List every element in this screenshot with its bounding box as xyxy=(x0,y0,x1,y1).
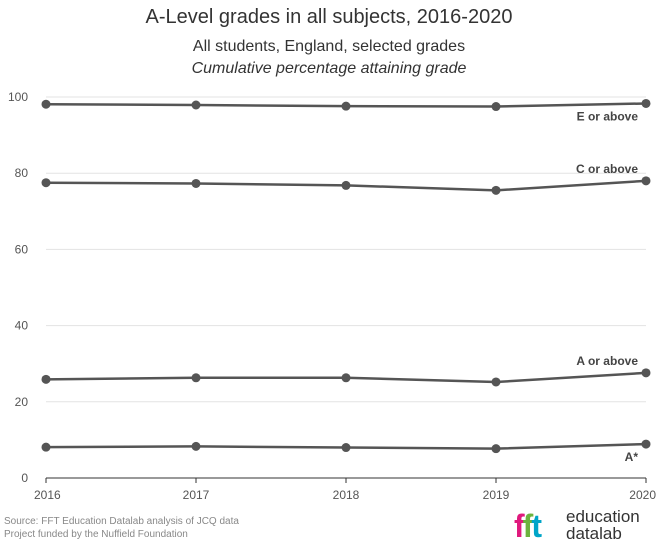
y-tick-label: 100 xyxy=(8,90,28,104)
chart-subtitle: All students, England, selected grades xyxy=(192,38,466,55)
data-point xyxy=(191,441,201,451)
y-tick-label: 80 xyxy=(15,166,29,180)
data-point xyxy=(641,98,651,108)
data-point xyxy=(491,377,501,387)
data-point xyxy=(341,101,351,111)
x-tick-label: 2018 xyxy=(333,488,360,502)
data-point xyxy=(491,102,501,112)
x-tick-label: 2020 xyxy=(629,488,656,502)
line-chart: 0 20 40 60 80 100 2016 2017 2018 2019 2020 E or abo… xyxy=(8,90,656,502)
logo-text: education datalab xyxy=(566,508,640,542)
series-label: A or above xyxy=(576,354,638,368)
data-point xyxy=(641,439,651,449)
y-tick-label: 40 xyxy=(15,319,29,333)
data-point xyxy=(191,373,201,383)
data-point xyxy=(41,374,51,384)
series-label: C or above xyxy=(576,162,638,176)
data-point xyxy=(341,443,351,453)
data-point xyxy=(341,373,351,383)
funding-line: Project funded by the Nuffield Foundatio… xyxy=(4,529,188,540)
logo-text-datalab: datalab xyxy=(566,524,622,543)
y-tick-label: 20 xyxy=(15,395,29,409)
y-tick-label: 60 xyxy=(15,242,29,256)
chart-subtitle-italic: Cumulative percentage attaining grade xyxy=(191,60,467,77)
chart-title: A-Level grades in all subjects, 2016-202… xyxy=(145,6,513,28)
data-point xyxy=(191,100,201,110)
data-point xyxy=(491,185,501,195)
data-point xyxy=(41,178,51,188)
data-point xyxy=(191,178,201,188)
series-label: A* xyxy=(625,450,639,464)
fft-datalab-logo: fft education datalab xyxy=(514,506,654,546)
series-label: E or above xyxy=(577,109,639,123)
data-point xyxy=(41,442,51,452)
data-point xyxy=(341,180,351,190)
x-tick-label: 2016 xyxy=(34,488,61,502)
fft-logo-mark: fft xyxy=(514,508,542,544)
source-note: Source: FFT Education Datalab analysis o… xyxy=(4,515,239,541)
data-point xyxy=(641,368,651,378)
x-tick-label: 2019 xyxy=(483,488,510,502)
source-line: Source: FFT Education Datalab analysis o… xyxy=(4,516,239,527)
data-point xyxy=(41,99,51,109)
data-point xyxy=(641,176,651,186)
logo-text-education: education xyxy=(566,507,640,526)
x-tick-label: 2017 xyxy=(183,488,210,502)
data-point xyxy=(491,444,501,454)
y-tick-label: 0 xyxy=(21,471,28,485)
